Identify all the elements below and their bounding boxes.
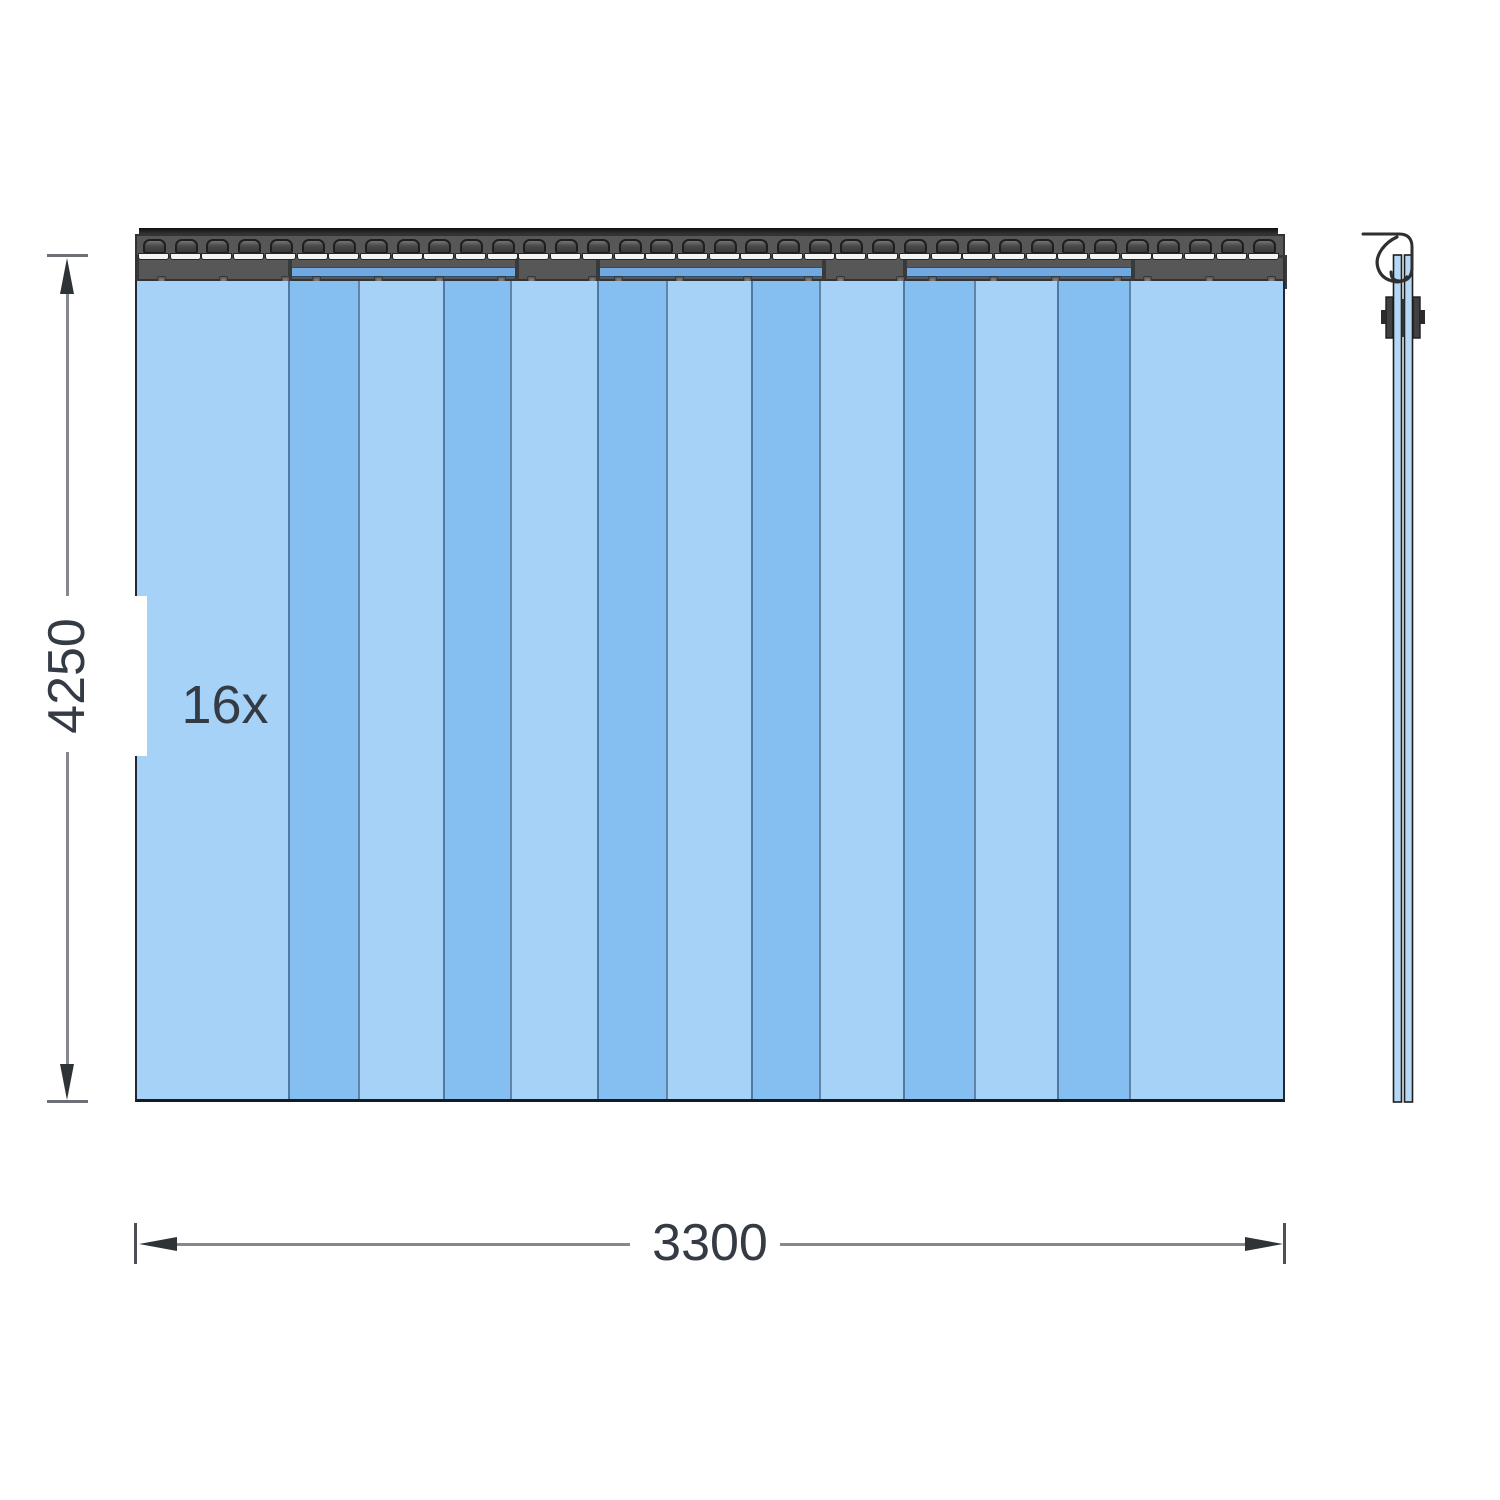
hook-row bbox=[135, 228, 1285, 268]
strip-band-dark bbox=[1056, 281, 1129, 1099]
mounting-hook-icon bbox=[296, 239, 328, 260]
mounting-hook-icon bbox=[1120, 239, 1152, 260]
mounting-hook-icon bbox=[993, 239, 1025, 260]
mounting-hook-icon bbox=[803, 239, 835, 260]
mounting-hook-icon bbox=[1184, 239, 1216, 260]
mounting-rail-bar bbox=[139, 228, 1278, 235]
mounting-hook-icon bbox=[359, 239, 391, 260]
mounting-hook-icon bbox=[581, 239, 613, 260]
rail-profile-icon bbox=[1361, 232, 1414, 283]
mounting-hook-icon bbox=[613, 239, 645, 260]
arrow-down-icon bbox=[60, 1064, 74, 1100]
dim-extension-tick-left bbox=[134, 1223, 137, 1264]
strip-band-dark bbox=[288, 281, 359, 1099]
mounting-hook-icon bbox=[233, 239, 265, 260]
strip-band-light bbox=[358, 281, 443, 1099]
strip-band-light bbox=[666, 281, 751, 1099]
mounting-hook-icon bbox=[676, 239, 708, 260]
dim-extension-tick-top bbox=[47, 254, 88, 257]
mounting-hook-icon bbox=[930, 239, 962, 260]
dim-line-upper bbox=[66, 294, 69, 600]
mounting-hook-icon bbox=[1025, 239, 1057, 260]
strip-curtain-front-view: 16x bbox=[135, 228, 1287, 1102]
dim-extension-tick-right bbox=[1283, 1223, 1286, 1264]
mounting-hook-icon bbox=[645, 239, 677, 260]
strip-top-edge bbox=[907, 267, 1131, 277]
strip-band-light bbox=[1128, 281, 1283, 1099]
dim-line-left bbox=[177, 1243, 639, 1246]
clamp-spacer bbox=[1401, 299, 1405, 337]
mounting-hook-icon bbox=[898, 239, 930, 260]
strip-count-label: 16x bbox=[181, 675, 269, 735]
dim-extension-tick-bottom bbox=[47, 1100, 88, 1103]
strip-top-edge bbox=[292, 267, 515, 277]
strip-band-light bbox=[137, 281, 289, 1099]
strip-band-light bbox=[974, 281, 1057, 1099]
side-strip-back bbox=[1403, 254, 1414, 1103]
arrow-up-icon bbox=[60, 258, 74, 294]
mounting-hook-icon bbox=[455, 239, 486, 260]
clamp-bolt-right bbox=[1420, 310, 1425, 324]
side-strip-front bbox=[1392, 254, 1403, 1103]
dim-line-lower bbox=[66, 752, 69, 1064]
mounting-hook-icon bbox=[391, 239, 423, 260]
hanger-hook-icon bbox=[1375, 235, 1409, 284]
mounting-hook-icon bbox=[138, 239, 169, 260]
mounting-hook-icon bbox=[1057, 239, 1089, 260]
height-dimension-value: 4250 bbox=[0, 596, 147, 756]
mounting-hook-icon bbox=[328, 239, 360, 260]
mounting-hook-icon bbox=[518, 239, 550, 260]
strip-top-edge bbox=[600, 267, 822, 277]
arrow-left-icon bbox=[139, 1237, 177, 1251]
mounting-hook-icon bbox=[264, 239, 296, 260]
strip-panel-area bbox=[135, 281, 1285, 1102]
strip-band-light bbox=[509, 281, 598, 1099]
clamp-plate-left bbox=[1385, 296, 1394, 339]
dim-line-right bbox=[780, 1243, 1245, 1246]
mounting-hook-icon bbox=[201, 239, 233, 260]
strip-band-dark bbox=[903, 281, 975, 1099]
arrow-right-icon bbox=[1245, 1237, 1283, 1251]
clamp-plate-right bbox=[1412, 296, 1421, 339]
strip-band-dark bbox=[597, 281, 667, 1099]
mounting-hook-icon bbox=[169, 239, 201, 260]
mounting-hook-icon bbox=[708, 239, 740, 260]
mounting-hook-icon bbox=[772, 239, 803, 260]
strip-curtain-side-view bbox=[1361, 232, 1425, 1103]
mounting-hook-icon bbox=[962, 239, 994, 260]
mounting-hook-icon bbox=[550, 239, 582, 260]
mounting-hook-icon bbox=[835, 239, 867, 260]
strip-band-light bbox=[818, 281, 904, 1099]
mounting-hook-icon bbox=[1215, 239, 1247, 260]
mounting-hook-icon bbox=[1247, 239, 1279, 260]
strip-band-dark bbox=[750, 281, 819, 1099]
mounting-hook-icon bbox=[423, 239, 455, 260]
mounting-hook-icon bbox=[1089, 239, 1120, 260]
width-dimension-value: 3300 bbox=[630, 1212, 790, 1274]
mounting-hook-icon bbox=[1152, 239, 1184, 260]
mounting-hook-icon bbox=[740, 239, 772, 260]
mounting-hook-icon bbox=[867, 239, 899, 260]
strip-band-dark bbox=[442, 281, 510, 1099]
clamp-bolt-left bbox=[1381, 310, 1386, 324]
mounting-hook-icon bbox=[486, 239, 518, 260]
